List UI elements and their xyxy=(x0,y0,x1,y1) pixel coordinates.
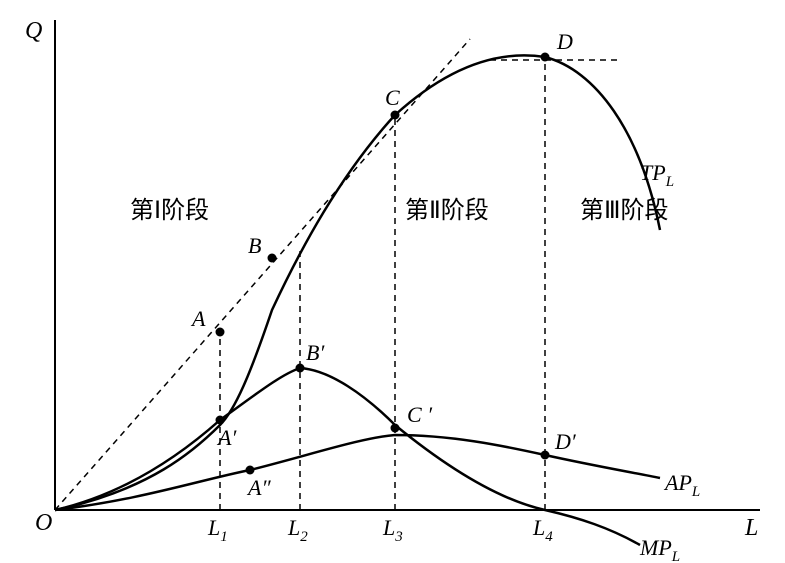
tangents xyxy=(55,39,620,510)
x-axis-label: L xyxy=(744,515,758,541)
x-ticks: L1 L2 L3 L4 xyxy=(207,515,553,545)
point-label-A: A xyxy=(190,306,206,331)
xtick-L2: L2 xyxy=(287,515,308,545)
point-label-Dp: D′ xyxy=(554,429,577,454)
point-App xyxy=(246,466,255,475)
point-B xyxy=(268,254,277,263)
guides xyxy=(220,57,545,510)
point-label-C: C xyxy=(385,85,400,110)
origin-label: O xyxy=(35,510,52,536)
xtick-L3: L3 xyxy=(382,515,403,545)
point-Cp xyxy=(391,424,400,433)
xtick-L4: L4 xyxy=(532,515,553,545)
point-label-Cp: C ′ xyxy=(407,402,433,427)
curves xyxy=(55,55,660,545)
xtick-L1: L1 xyxy=(207,515,228,545)
tangent-OC xyxy=(55,39,470,510)
point-C xyxy=(391,111,400,120)
stage-2-label: 第Ⅱ阶段 xyxy=(405,197,489,224)
stage-1-label: 第Ⅰ阶段 xyxy=(130,197,209,224)
point-label-D: D xyxy=(556,29,573,54)
point-A xyxy=(216,328,225,337)
point-Bp xyxy=(296,364,305,373)
point-label-Bp: B′ xyxy=(306,340,325,365)
point-Dp xyxy=(541,451,550,460)
point-label-App: A″ xyxy=(246,475,271,500)
point-label-Ap: A′ xyxy=(216,425,237,450)
curve-label-TP: TPL xyxy=(640,160,674,190)
point-label-B: B xyxy=(248,233,261,258)
points: A B C D A′ A″ B′ C ′ D′ xyxy=(190,29,577,500)
point-Ap xyxy=(216,416,225,425)
curve-label-AP: APL xyxy=(663,470,700,500)
y-axis-label: Q xyxy=(25,18,42,44)
stage-3-label: 第Ⅲ阶段 xyxy=(580,197,669,224)
point-D xyxy=(541,53,550,62)
curve-label-MP: MPL xyxy=(639,535,680,563)
